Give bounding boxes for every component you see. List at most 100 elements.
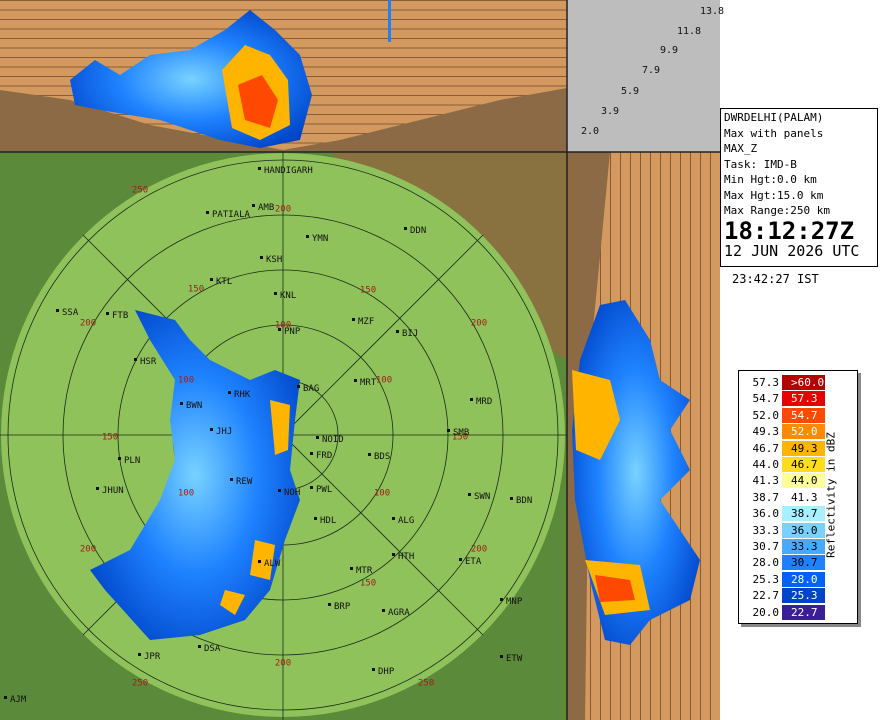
legend-high: 38.7 <box>788 506 825 522</box>
legend-low: 33.3 <box>752 523 780 537</box>
place-label: DHP <box>378 667 395 677</box>
place-label: REW <box>236 477 253 487</box>
legend-row: 41.3 44.0 <box>743 473 825 489</box>
legend-high: 49.3 <box>788 440 825 456</box>
legend-swatch <box>782 391 788 407</box>
legend-title: Reflectivity in dBZ <box>824 432 838 558</box>
place-marker <box>274 292 277 295</box>
legend-swatch <box>782 588 788 604</box>
range-label: 250 <box>418 679 434 689</box>
place-label: KSH <box>266 255 282 265</box>
range-label: 200 <box>471 319 487 329</box>
place-label: PLN <box>124 456 140 466</box>
place-label: FTB <box>112 311 128 321</box>
height-label: 3.9 <box>601 106 619 117</box>
legend-swatch <box>782 539 788 554</box>
legend-low: 49.3 <box>752 425 780 439</box>
echo-core <box>238 75 278 128</box>
place-label: ETA <box>465 557 482 567</box>
place-marker <box>352 318 355 321</box>
legend-high: 41.3 <box>788 489 825 505</box>
place-label: ETW <box>506 654 523 664</box>
place-marker <box>500 655 503 658</box>
height-label: 11.8 <box>677 26 701 37</box>
place-marker <box>134 358 137 361</box>
range-label: 100 <box>178 489 194 499</box>
info-line: DWRDELHI(PALAM) <box>724 111 824 124</box>
utc-date: 12 JUN 2026 UTC <box>724 241 860 260</box>
legend-swatch <box>782 489 788 505</box>
range-label: 200 <box>80 545 96 555</box>
legend-low: 22.7 <box>752 589 780 603</box>
place-label: HDL <box>320 516 336 526</box>
place-label: ALW <box>264 559 281 569</box>
echo-core <box>220 400 290 615</box>
echo-core <box>595 575 635 602</box>
place-marker <box>306 235 309 238</box>
place-marker <box>468 493 471 496</box>
place-label: HSR <box>140 357 157 367</box>
legend-swatch <box>782 473 788 489</box>
info-line: Min Hgt:0.0 km <box>724 173 817 186</box>
place-label: NOH <box>284 488 300 498</box>
legend-low: 20.0 <box>752 605 780 619</box>
legend-low: 25.3 <box>752 572 780 586</box>
place-marker <box>310 452 313 455</box>
place-marker <box>56 309 59 312</box>
legend-high: 44.0 <box>788 473 825 489</box>
place-label: JPR <box>144 652 161 662</box>
info-line: Max Hgt:15.0 km <box>724 188 824 202</box>
place-marker <box>258 560 261 563</box>
place-marker <box>138 653 141 656</box>
legend-row: 49.3 52.0 <box>743 424 825 440</box>
place-marker <box>278 328 281 331</box>
place-label: SMB <box>453 428 469 438</box>
place-marker <box>382 609 385 612</box>
place-label: MRT <box>360 378 377 388</box>
place-marker <box>118 457 121 460</box>
place-label: PNP <box>284 327 301 337</box>
legend-high: >60.0 <box>788 375 825 390</box>
legend-row: 25.3 28.0 <box>743 571 825 587</box>
range-label: 100 <box>178 376 194 386</box>
place-label: MRD <box>476 397 492 407</box>
legend-low: 28.0 <box>752 556 780 570</box>
legend-low: 44.0 <box>752 458 780 471</box>
place-marker <box>314 517 317 520</box>
legend-low: 54.7 <box>752 392 780 406</box>
legend-low: 30.7 <box>752 540 780 553</box>
utc-time: 18:12:27Z <box>724 216 855 245</box>
range-label: 100 <box>275 321 291 331</box>
legend: Reflectivity in dBZ 57.3 >60.0 54.7 57.3 52.… <box>738 370 858 624</box>
legend-row: 22.7 25.3 <box>743 588 825 604</box>
legend-swatch <box>782 506 788 522</box>
echo-core <box>572 370 620 460</box>
legend-swatch <box>782 604 788 620</box>
legend-high: 36.0 <box>788 522 825 538</box>
place-label: DDN <box>410 226 426 236</box>
height-label: 9.9 <box>660 45 678 56</box>
place-label: HTH <box>398 552 414 562</box>
place-marker <box>260 256 263 259</box>
legend-low: 36.0 <box>752 507 780 521</box>
range-label: 250 <box>132 186 148 196</box>
place-label: KNL <box>280 291 296 301</box>
local-time: 23:42:27 IST <box>732 272 819 286</box>
legend-high: 30.7 <box>788 555 825 571</box>
place-label: JHUN <box>102 486 124 496</box>
place-marker <box>372 668 375 671</box>
place-marker <box>354 379 357 382</box>
legend-high: 57.3 <box>788 391 825 407</box>
legend-low: 38.7 <box>752 490 780 504</box>
place-marker <box>210 428 213 431</box>
height-label: 7.9 <box>642 65 660 76</box>
range-label: 200 <box>471 545 487 555</box>
info-line: Task: IMD-B <box>724 157 797 171</box>
legend-low: 57.3 <box>752 376 780 389</box>
place-marker <box>206 211 209 214</box>
place-label: BDS <box>374 452 390 462</box>
legend-high: 22.7 <box>788 604 825 620</box>
place-label: SSA <box>62 308 79 318</box>
legend-swatch <box>782 555 788 571</box>
